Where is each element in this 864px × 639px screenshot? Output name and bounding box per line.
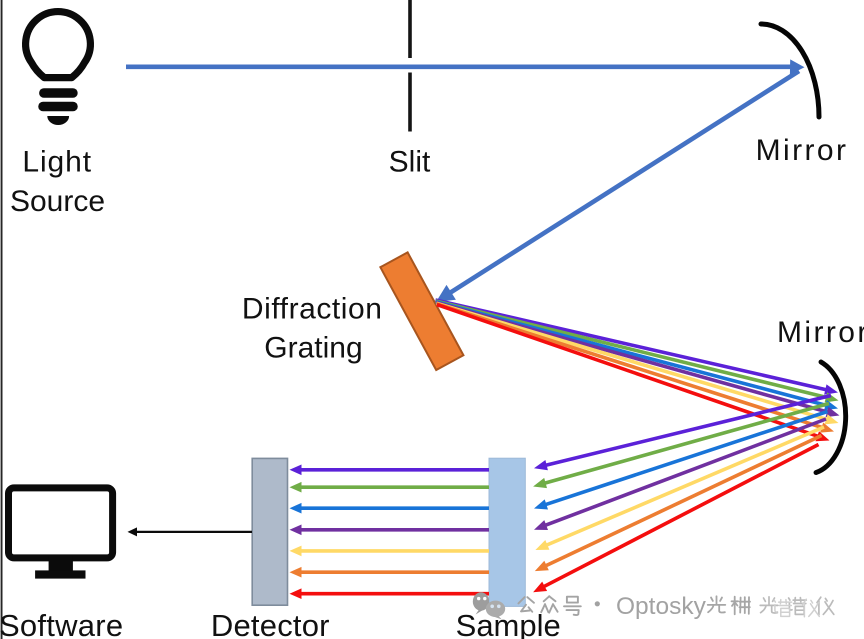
- svg-text:Optosky: Optosky: [616, 593, 707, 620]
- svg-text:Detector: Detector: [211, 608, 330, 639]
- svg-text:Grating: Grating: [264, 332, 362, 365]
- svg-text:Mirror: Mirror: [756, 134, 849, 167]
- svg-text:Mirror: Mirror: [777, 316, 864, 349]
- svg-text:Diffraction: Diffraction: [242, 293, 383, 326]
- svg-text:Software: Software: [0, 608, 123, 639]
- svg-text:Sample: Sample: [456, 608, 561, 639]
- svg-text:Slit: Slit: [389, 146, 431, 179]
- svg-text:Source: Source: [10, 185, 105, 218]
- svg-text:Light: Light: [22, 145, 92, 178]
